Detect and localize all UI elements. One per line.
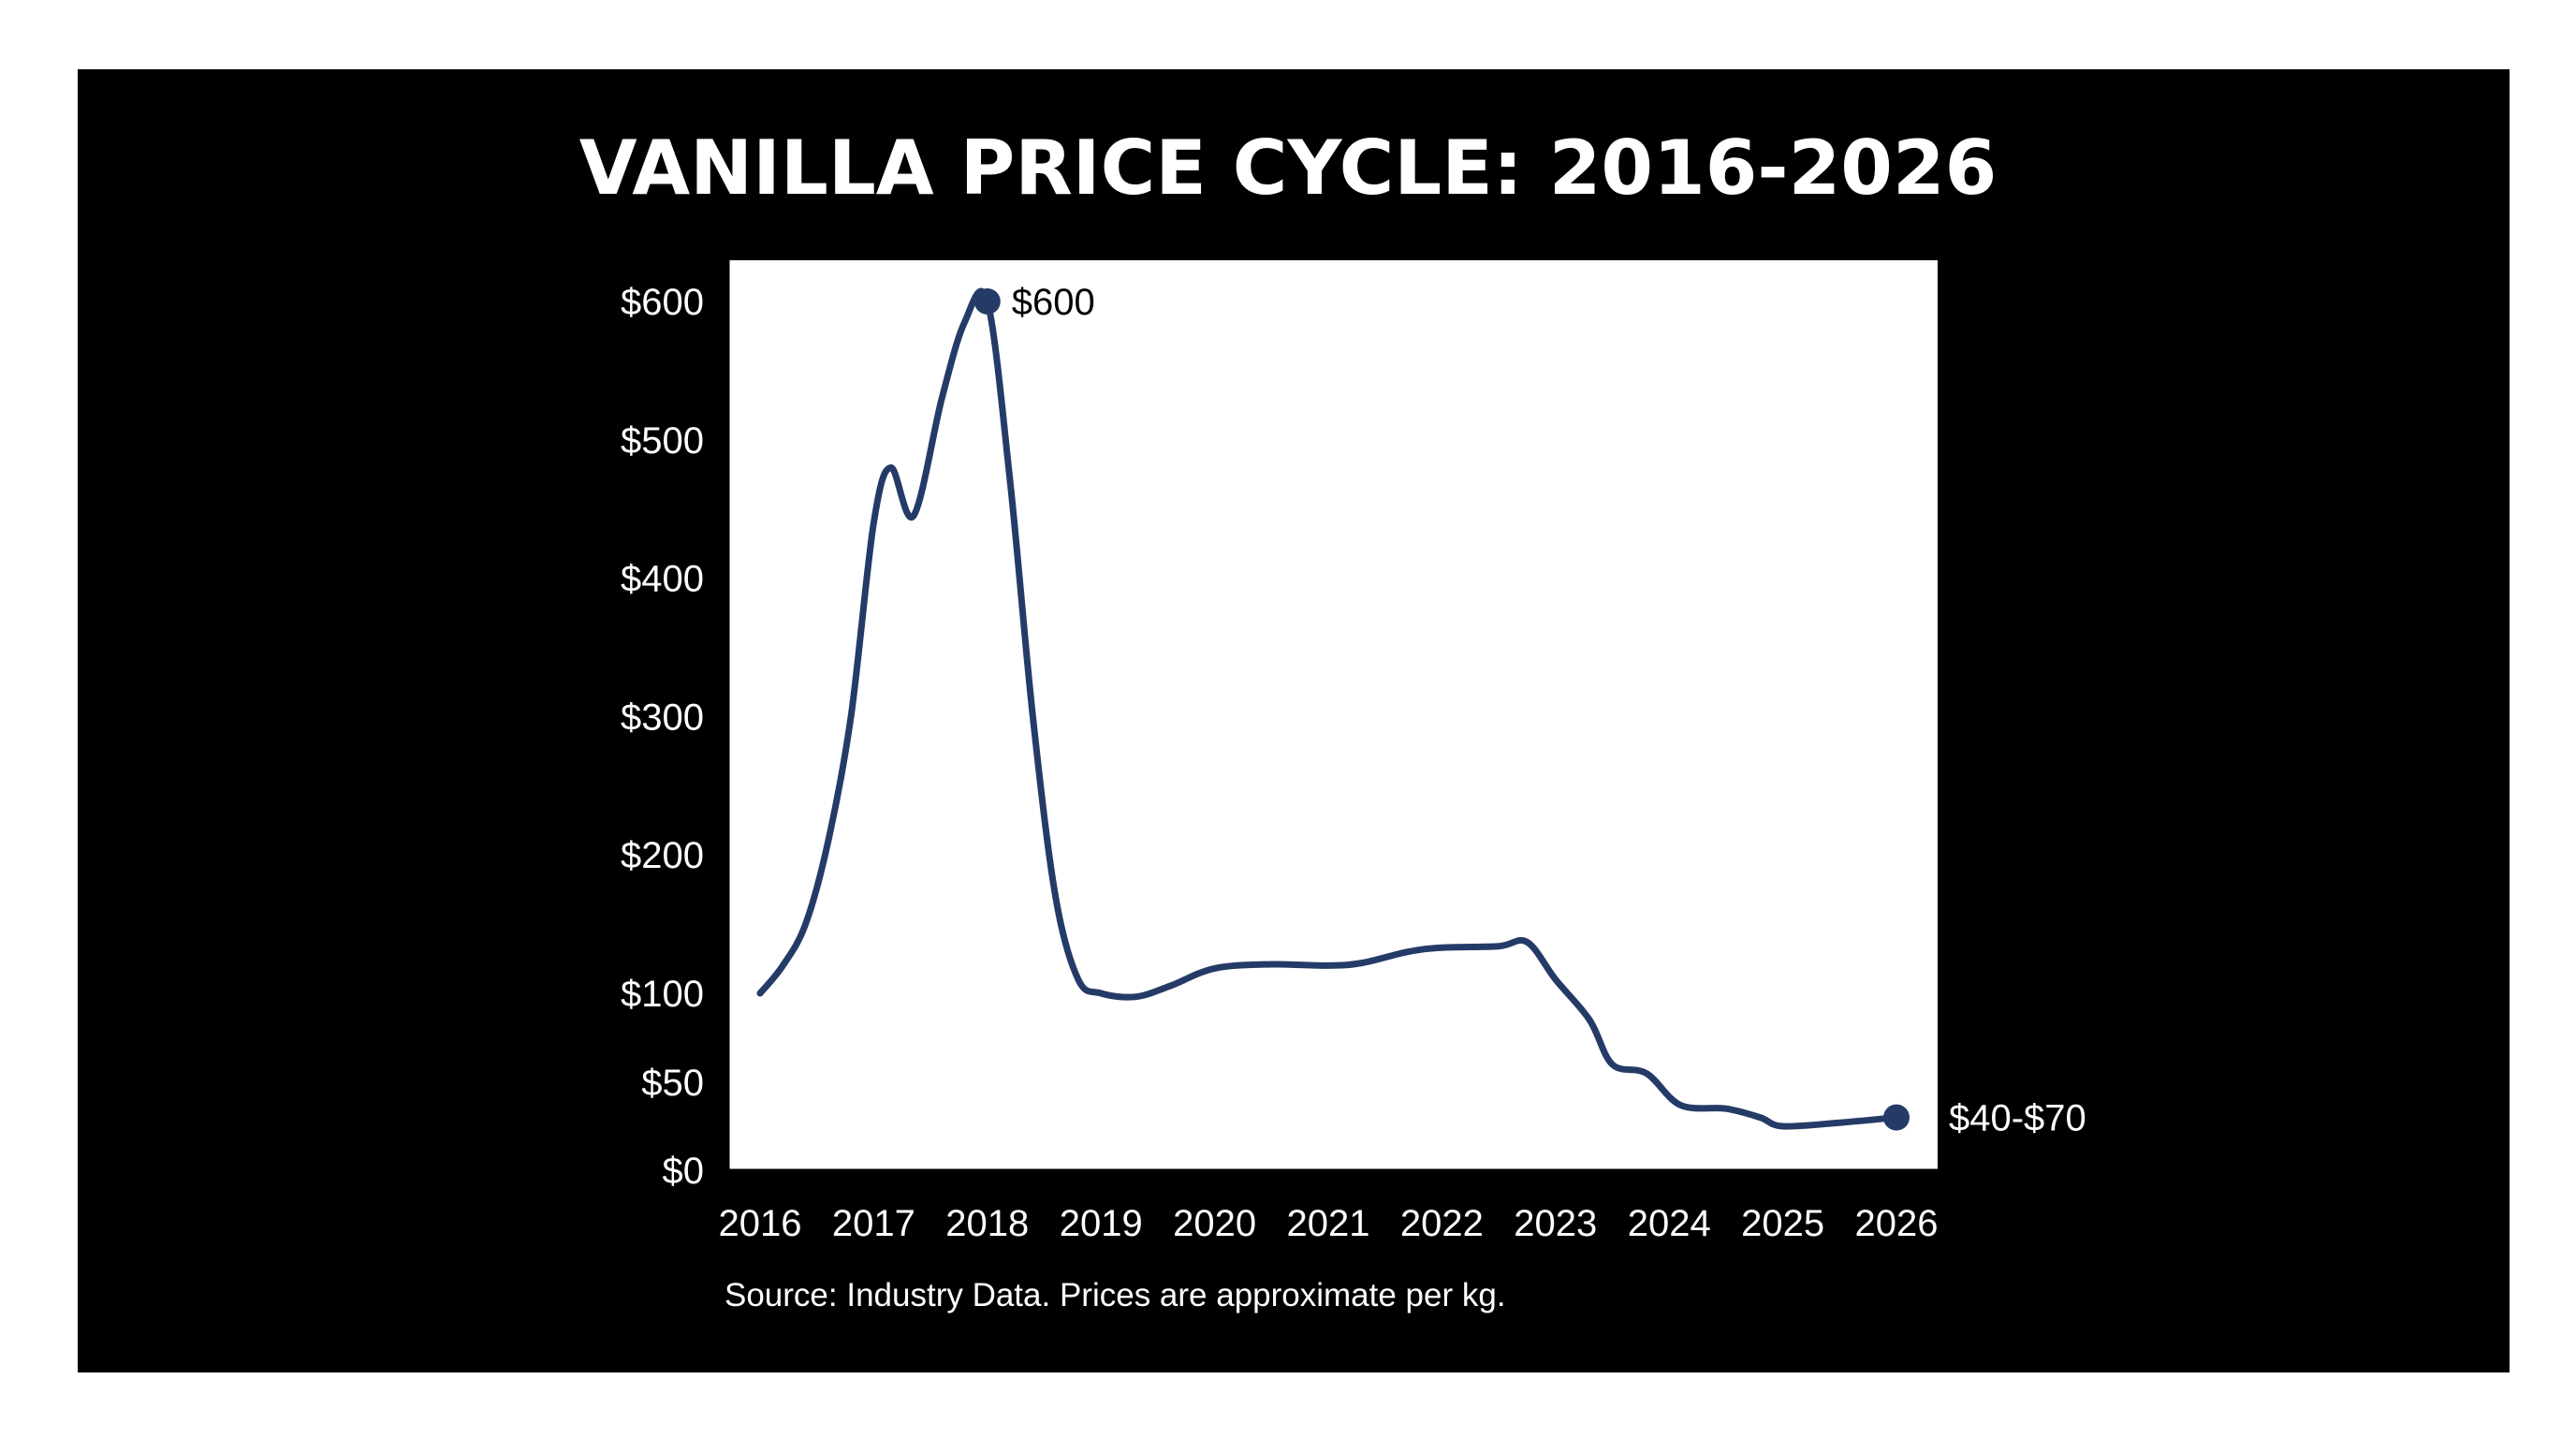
y-tick-label: $100 [621, 974, 704, 1015]
x-tick-label: 2025 [1741, 1203, 1824, 1244]
source-note: Source: Industry Data. Prices are approx… [724, 1277, 1506, 1313]
y-tick-label: $400 [621, 559, 704, 600]
x-axis-ticks: 2016 2017 2018 2019 2020 2021 2022 2023 2024 2025… [719, 1170, 1939, 1244]
annotation-label: $600 [1012, 282, 1095, 323]
y-axis-ticks: $0 $50 $100 $200 $300 $400 $500 $600 [621, 282, 728, 1192]
annotations: $600 $40-$70 [973, 282, 2086, 1139]
x-tick-label: 2021 [1287, 1203, 1370, 1244]
y-tick-label: $200 [621, 835, 704, 876]
x-tick-label: 2023 [1514, 1203, 1597, 1244]
y-tick-label: $300 [621, 697, 704, 738]
y-tick-label: $50 [641, 1063, 704, 1104]
price-series-line [756, 287, 1900, 1130]
y-tick-label: $500 [621, 420, 704, 462]
x-tick-label: 2018 [945, 1203, 1029, 1244]
annotation-marker [1883, 1104, 1910, 1131]
x-tick-label: 2017 [832, 1203, 915, 1244]
x-tick-label: 2022 [1400, 1203, 1484, 1244]
x-tick-label: 2016 [719, 1203, 802, 1244]
annotation-label: $40-$70 [1949, 1098, 2086, 1139]
chart-title: VANILLA PRICE CYCLE: 2016-2026 [578, 125, 1998, 212]
x-tick-label: 2024 [1628, 1203, 1711, 1244]
annotation-marker [973, 288, 1001, 315]
y-tick-label: $600 [621, 282, 704, 323]
x-tick-label: 2026 [1855, 1203, 1939, 1244]
plot-area [728, 260, 1938, 1170]
x-tick-label: 2020 [1173, 1203, 1256, 1244]
x-tick-label: 2019 [1060, 1203, 1143, 1244]
y-tick-label: $0 [663, 1151, 705, 1192]
